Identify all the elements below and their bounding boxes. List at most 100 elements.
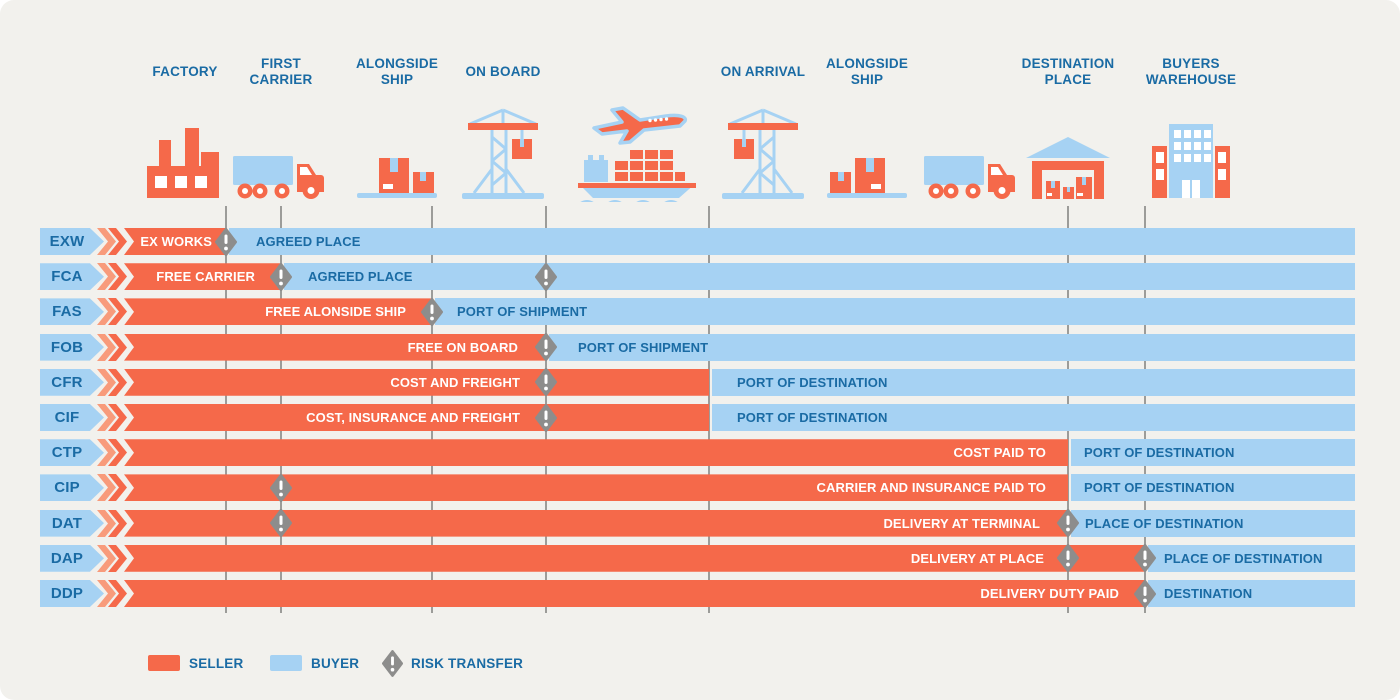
chevron-separator-icon [97,509,127,542]
chevron-separator-icon [97,263,127,295]
incoterm-row-cfr: CFR COST AND FREIGHT PORT OF DESTINATION [0,368,1400,397]
seller-bar-label: FREE ALONSIDE SHIP [265,304,406,320]
factory-icon [147,126,223,203]
incoterm-code-tag: CFR [40,368,104,396]
incoterm-code-tag: CIP [40,474,104,502]
buyer-bar: PLACE OF DESTINATION [1148,544,1355,572]
buyer-bar-label: PORT OF DESTINATION [1084,445,1235,461]
seller-bar-label: DELIVERY AT PLACE [910,550,1044,566]
seller-bar: COST AND FREIGHT [124,368,709,396]
legend-buyer-label: BUYER [311,655,360,671]
buyer-bar: AGREED PLACE [284,263,1355,291]
incoterm-code-tag: EXW [40,228,104,255]
risk-transfer-diamond-icon [215,227,237,256]
incoterm-code-label: FAS [52,303,82,321]
chevron-separator-icon [97,368,127,401]
risk-transfer-diamond-icon [382,649,403,677]
buyer-bar-label: PORT OF DESTINATION [737,374,888,390]
legend-item-buyer: BUYER [270,648,359,678]
seller-bar-label: EX WORKS [140,234,212,249]
seller-bar: FREE ON BOARD [124,333,546,361]
risk-transfer-diamond-icon [535,262,557,291]
incoterm-code-tag: FOB [40,333,104,361]
chevron-separator-icon [97,580,127,612]
boxes-icon [357,156,437,203]
incoterm-code-tag: DDP [40,580,104,607]
incoterm-row-fob: FOB FREE ON BOARD PORT OF SHIPMENT [0,333,1400,362]
incoterm-code-label: FCA [51,268,83,286]
seller-bar-label: FREE ON BOARD [407,339,518,355]
seller-bar-label: FREE CARRIER [156,269,255,285]
incoterm-row-exw: EXW EX WORKS AGREED PLACE [0,227,1400,256]
incoterm-code-label: FOB [50,338,84,356]
chevron-separator-icon [97,298,127,330]
incoterm-code-label: CIP [54,479,80,497]
risk-transfer-diamond-icon [1057,509,1079,538]
column-header-boxes-mirrored: ALONGSIDE SHIP [825,56,909,87]
seller-bar: DELIVERY DUTY PAID [124,580,1145,607]
incoterm-row-dat: DAT DELIVERY AT TERMINAL PLACE OF DESTINA… [0,509,1400,538]
buyer-bar: PORT OF DESTINATION [712,368,1355,396]
incoterm-code-label: EXW [49,233,85,250]
risk-transfer-diamond-icon [535,403,557,432]
seller-bar: COST PAID TO [124,439,1068,467]
seller-bar-label: DELIVERY AT TERMINAL [883,515,1040,531]
legend-risk-label: RISK TRANSFER [411,655,524,671]
chevron-separator-icon [97,544,127,577]
buyer-bar-label: DESTINATION [1164,586,1253,601]
seller-bar: FREE ALONSIDE SHIP [124,298,432,326]
risk-transfer-diamond-icon [1134,544,1156,573]
buyer-bar: PORT OF DESTINATION [1071,439,1355,467]
seller-bar-label: DELIVERY DUTY PAID [980,586,1119,601]
buyer-bar-label: PORT OF DESTINATION [737,410,888,425]
seller-bar: COST, INSURANCE AND FREIGHT [124,404,709,431]
incoterm-code-tag: DAT [40,509,104,537]
risk-transfer-diamond-icon [421,297,443,326]
risk-transfer-diamond-icon [535,333,557,362]
buyer-bar-label: PORT OF SHIPMENT [457,304,588,320]
buyer-bar: AGREED PLACE [229,228,1355,255]
legend: SELLER BUYER RISK TRANSFER [0,648,1400,678]
seller-bar: FREE CARRIER [124,263,281,291]
incoterm-code-tag: CTP [40,439,104,467]
buyer-bar: DESTINATION [1148,580,1355,607]
column-header-building: BUYERS WAREHOUSE [1145,56,1237,87]
incoterm-row-fas: FAS FREE ALONSIDE SHIP PORT OF SHIPMENT [0,297,1400,326]
truck-icon [924,156,1020,205]
buyer-bar: PLACE OF DESTINATION [1071,509,1355,537]
buyer-bar-label: PORT OF SHIPMENT [578,339,709,355]
incoterm-code-label: CTP [51,444,83,462]
seller-bar: DELIVERY AT PLACE [124,544,1145,572]
risk-transfer-diamond-icon [1134,579,1156,608]
chevron-separator-icon [97,333,127,366]
chevron-separator-icon [97,228,127,260]
risk-transfer-diamond-icon [270,473,292,502]
incoterm-row-cif: CIF COST, INSURANCE AND FREIGHT PORT OF D… [0,403,1400,432]
seller-bar-label: CARRIER AND INSURANCE PAID TO [816,480,1046,496]
incoterm-code-tag: CIF [40,404,104,431]
seller-swatch [148,655,180,671]
incoterm-code-label: DDP [50,585,84,602]
buyer-bar: PORT OF SHIPMENT [435,298,1355,326]
incoterm-code-tag: FAS [40,298,104,326]
buyer-bar: PORT OF DESTINATION [712,404,1355,431]
incoterm-code-tag: DAP [40,544,104,572]
column-header-warehouse: DESTINATION PLACE [1021,56,1115,87]
boxes-mirrored-icon [827,156,907,203]
buyer-bar-label: PLACE OF DESTINATION [1164,550,1323,566]
milestone-gridline [708,206,710,613]
column-header-truck: FIRST CARRIER [249,56,313,87]
incoterm-code-label: CFR [51,373,83,391]
plane-ship-icon [576,96,698,220]
seller-bar-label: COST PAID TO [953,445,1046,461]
building-icon [1152,124,1230,203]
seller-bar: DELIVERY AT TERMINAL [124,509,1068,537]
buyer-bar: PORT OF SHIPMENT [549,333,1355,361]
buyer-bar-label: AGREED PLACE [256,234,361,249]
incoterm-row-fca: FCA FREE CARRIER AGREED PLACE [0,262,1400,291]
seller-bar-label: COST AND FREIGHT [390,374,520,390]
incoterm-code-label: CIF [54,409,80,426]
incoterm-row-cip: CIP CARRIER AND INSURANCE PAID TO PORT OF… [0,473,1400,502]
chevron-separator-icon [97,474,127,506]
